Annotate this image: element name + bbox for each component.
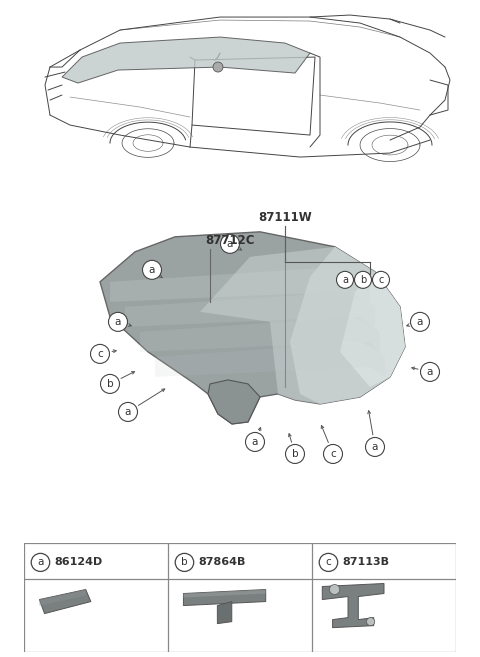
Polygon shape bbox=[155, 342, 385, 377]
Text: b: b bbox=[181, 557, 188, 568]
Polygon shape bbox=[200, 247, 405, 404]
Text: b: b bbox=[292, 449, 298, 459]
Text: a: a bbox=[115, 317, 121, 327]
Text: a: a bbox=[417, 317, 423, 327]
Polygon shape bbox=[62, 37, 310, 83]
Circle shape bbox=[365, 438, 384, 457]
Polygon shape bbox=[39, 589, 86, 606]
Polygon shape bbox=[340, 272, 405, 387]
Circle shape bbox=[91, 344, 109, 363]
Circle shape bbox=[100, 374, 120, 394]
Text: a: a bbox=[252, 437, 258, 447]
Text: a: a bbox=[149, 265, 155, 275]
Text: 87864B: 87864B bbox=[199, 557, 246, 568]
Circle shape bbox=[410, 312, 430, 331]
Polygon shape bbox=[183, 589, 266, 606]
Polygon shape bbox=[183, 589, 266, 598]
Circle shape bbox=[286, 445, 304, 463]
Text: a: a bbox=[125, 407, 131, 417]
Circle shape bbox=[324, 445, 343, 463]
Circle shape bbox=[420, 363, 440, 382]
Circle shape bbox=[143, 260, 161, 279]
Text: b: b bbox=[107, 379, 113, 389]
Polygon shape bbox=[217, 602, 232, 623]
Text: a: a bbox=[37, 557, 44, 568]
Text: a: a bbox=[342, 275, 348, 285]
Polygon shape bbox=[110, 267, 370, 302]
Circle shape bbox=[329, 585, 340, 595]
Text: c: c bbox=[325, 557, 331, 568]
Text: 86124D: 86124D bbox=[55, 557, 103, 568]
Text: c: c bbox=[378, 275, 384, 285]
Text: c: c bbox=[97, 349, 103, 359]
Circle shape bbox=[108, 312, 128, 331]
Circle shape bbox=[213, 62, 223, 72]
Text: 87111W: 87111W bbox=[258, 211, 312, 224]
Polygon shape bbox=[322, 583, 384, 627]
Polygon shape bbox=[290, 247, 405, 404]
Polygon shape bbox=[208, 380, 260, 424]
Text: 87712C: 87712C bbox=[205, 234, 254, 247]
Circle shape bbox=[245, 432, 264, 451]
Polygon shape bbox=[39, 589, 91, 614]
Circle shape bbox=[220, 235, 240, 254]
Text: a: a bbox=[372, 442, 378, 452]
Polygon shape bbox=[100, 232, 405, 424]
Polygon shape bbox=[140, 317, 380, 352]
Circle shape bbox=[175, 553, 194, 572]
Polygon shape bbox=[125, 292, 375, 327]
Circle shape bbox=[355, 271, 372, 288]
Text: c: c bbox=[330, 449, 336, 459]
Text: b: b bbox=[360, 275, 366, 285]
Text: 87113B: 87113B bbox=[343, 557, 390, 568]
Circle shape bbox=[367, 618, 375, 625]
Text: a: a bbox=[427, 367, 433, 377]
Circle shape bbox=[372, 271, 389, 288]
Circle shape bbox=[319, 553, 338, 572]
Circle shape bbox=[31, 553, 50, 572]
Circle shape bbox=[336, 271, 353, 288]
Circle shape bbox=[119, 403, 137, 421]
Text: a: a bbox=[227, 239, 233, 249]
